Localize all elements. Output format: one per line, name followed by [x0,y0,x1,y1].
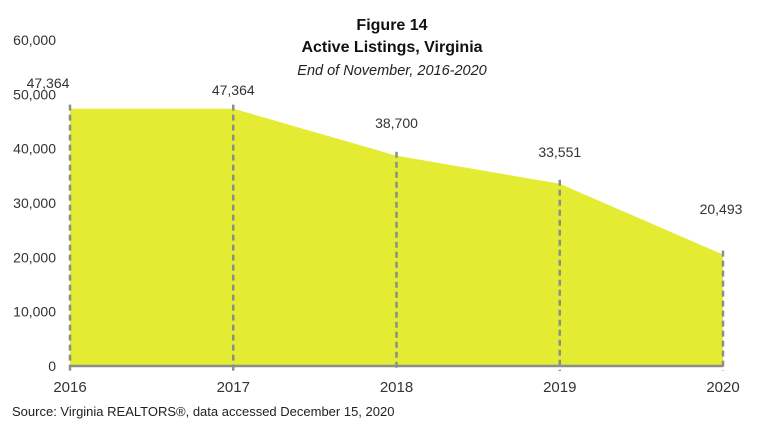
data-label: 47,364 [27,75,70,91]
data-labels: 47,364 47,364 38,700 33,551 20,493 [27,75,743,217]
x-axis: 2016 2017 2018 2019 2020 [53,379,739,396]
figure-number: Figure 14 [356,17,428,34]
drop-lines [68,104,725,371]
x-tick-label: 2020 [706,379,739,396]
data-label: 20,493 [700,201,743,217]
y-tick-label: 30,000 [13,195,56,211]
chart-subtitle: End of November, 2016-2020 [297,63,487,79]
y-axis: 0 10,000 20,000 30,000 40,000 50,000 60,000 [13,32,56,374]
x-tick-label: 2018 [380,379,413,396]
x-tick-label: 2017 [217,379,250,396]
data-label: 33,551 [538,144,581,160]
y-tick-label: 40,000 [13,141,56,157]
y-tick-label: 0 [48,358,56,374]
data-label: 47,364 [212,82,255,98]
source-note: Source: Virginia REALTORS®, data accesse… [12,404,395,419]
x-tick-label: 2016 [53,379,86,396]
y-tick-label: 60,000 [13,32,56,48]
x-tick-label: 2019 [543,379,576,396]
y-tick-label: 50,000 [13,86,56,102]
y-tick-label: 20,000 [13,249,56,265]
y-tick-label: 10,000 [13,304,56,320]
chart-title: Active Listings, Virginia [301,39,483,56]
data-label: 38,700 [375,115,418,131]
